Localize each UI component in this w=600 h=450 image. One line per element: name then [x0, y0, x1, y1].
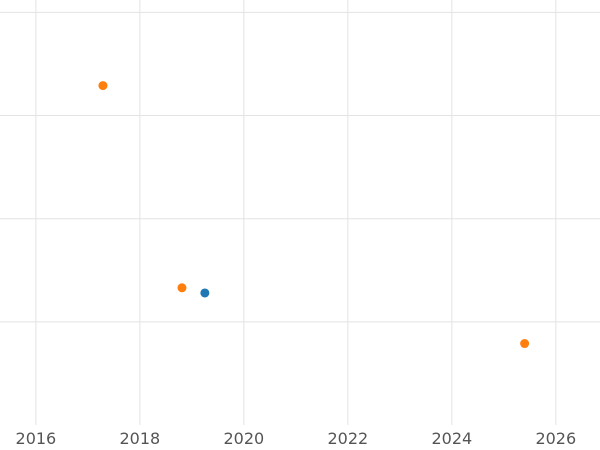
x-tick-label: 2022 — [327, 429, 368, 448]
data-point-blue-series — [200, 288, 210, 298]
data-point-orange-series — [98, 81, 108, 91]
data-point-orange-series — [177, 283, 187, 293]
x-tick-label: 2016 — [16, 429, 57, 448]
x-tick-label: 2018 — [120, 429, 161, 448]
data-point-orange-series — [520, 339, 530, 349]
x-tick-label: 2024 — [431, 429, 472, 448]
x-tick-label: 2020 — [223, 429, 264, 448]
x-tick-label: 2026 — [535, 429, 576, 448]
